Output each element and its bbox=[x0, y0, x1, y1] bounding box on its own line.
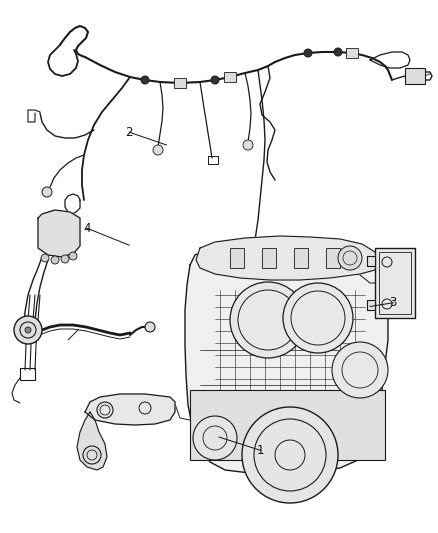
Circle shape bbox=[42, 187, 52, 197]
Bar bbox=[190, 390, 385, 460]
Bar bbox=[294, 248, 308, 268]
Bar bbox=[224, 72, 236, 82]
Polygon shape bbox=[367, 256, 375, 266]
Circle shape bbox=[243, 140, 253, 150]
Bar bbox=[262, 248, 276, 268]
Polygon shape bbox=[196, 236, 380, 280]
Polygon shape bbox=[77, 412, 107, 470]
Polygon shape bbox=[185, 242, 388, 474]
Bar bbox=[346, 48, 358, 58]
Circle shape bbox=[193, 416, 237, 460]
Text: 3: 3 bbox=[390, 296, 397, 309]
Circle shape bbox=[332, 342, 388, 398]
Circle shape bbox=[25, 327, 31, 333]
Polygon shape bbox=[85, 394, 175, 425]
Bar bbox=[326, 248, 340, 268]
Circle shape bbox=[230, 282, 306, 358]
Circle shape bbox=[153, 145, 163, 155]
Circle shape bbox=[41, 254, 49, 262]
Text: 1: 1 bbox=[257, 444, 265, 457]
Bar bbox=[230, 248, 244, 268]
Circle shape bbox=[69, 252, 77, 260]
Bar bbox=[379, 252, 411, 314]
Circle shape bbox=[61, 255, 69, 263]
Circle shape bbox=[51, 256, 59, 264]
Circle shape bbox=[334, 48, 342, 56]
Bar bbox=[174, 78, 186, 88]
Text: 2: 2 bbox=[125, 126, 133, 139]
Bar bbox=[405, 68, 425, 84]
Text: 4: 4 bbox=[83, 222, 91, 235]
Circle shape bbox=[338, 246, 362, 270]
Circle shape bbox=[211, 76, 219, 84]
Circle shape bbox=[14, 316, 42, 344]
Circle shape bbox=[141, 76, 149, 84]
Circle shape bbox=[242, 407, 338, 503]
Bar bbox=[375, 248, 415, 318]
Circle shape bbox=[145, 322, 155, 332]
Circle shape bbox=[283, 283, 353, 353]
Polygon shape bbox=[38, 210, 80, 257]
Circle shape bbox=[304, 49, 312, 57]
Polygon shape bbox=[367, 300, 375, 310]
